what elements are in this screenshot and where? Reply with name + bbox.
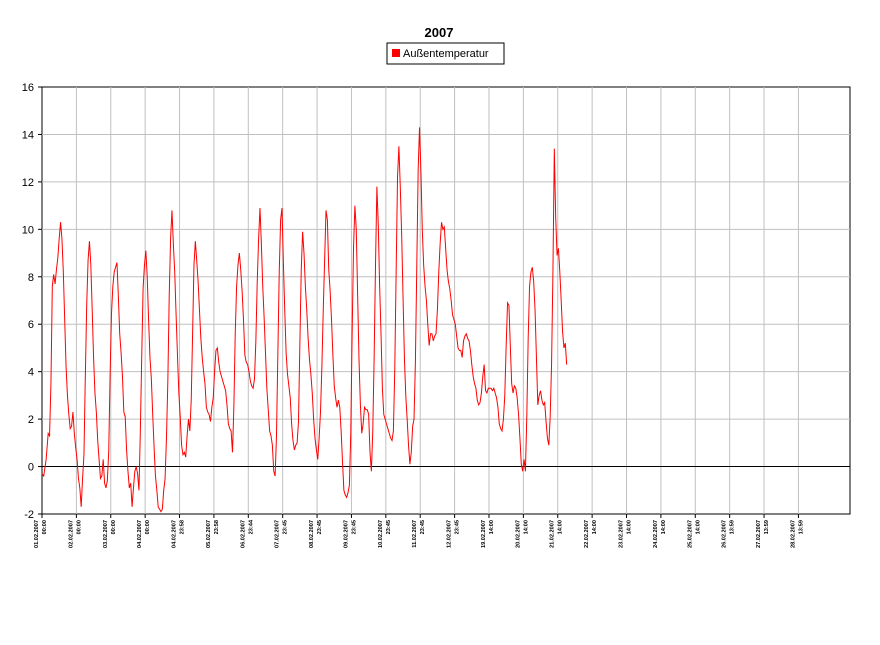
x-tick-label: 03.02.2007 00:00 [103,520,117,548]
x-tick-time: 14:00 [627,520,633,534]
x-tick-time: 14:00 [592,520,598,534]
x-tick-date: 03.02.2007 [103,520,109,548]
grid [42,87,850,514]
legend-swatch [392,49,400,57]
x-tick-label: 23.02.2007 14:00 [619,520,633,548]
legend: Außentemperatur [386,42,505,65]
x-tick-time: 23:45 [386,520,392,534]
x-tick-label: 11.02.2007 23:45 [412,520,426,548]
x-tick-time: 13:59 [764,520,770,534]
x-tick-label: 06.02.2007 23:44 [240,519,254,548]
x-tick-time: 14:00 [661,520,667,534]
y-tick-label: 14 [22,129,34,141]
x-tick-label: 05.02.2007 23:58 [206,520,220,548]
plot-area [41,86,851,515]
x-tick-label: 24.02.2007 14:00 [653,520,667,548]
x-tick-date: 21.02.2007 [550,520,556,548]
y-tick-label: 0 [28,462,34,474]
x-tick-label: 04.02.2007 23:58 [172,520,186,548]
x-tick-label: 09.02.2007 23:45 [343,520,357,548]
y-tick-label: 12 [22,177,34,189]
x-tick-date: 08.02.2007 [309,520,315,548]
x-tick-time: 13:59 [730,520,736,534]
x-tick-label: 27.02.2007 13:59 [756,520,770,548]
x-tick-time: 14:00 [489,520,495,534]
x-tick-label: 01.02.2007 00:00 [34,520,48,548]
x-tick-label: 12.02.2007 23:45 [447,520,461,548]
x-tick-time: 23:58 [180,520,186,534]
x-tick-label: 02.02.2007 00:00 [68,520,82,548]
x-tick-time: 00:00 [111,520,117,534]
x-tick-time: 23:58 [214,520,220,534]
legend-label: Außentemperatur [403,48,489,60]
x-tick-date: 11.02.2007 [412,520,418,548]
x-tick-time: 00:00 [76,520,82,534]
x-tick-time: 14:00 [523,520,529,534]
x-tick-time: 00:00 [145,520,151,534]
x-tick-date: 24.02.2007 [653,520,659,548]
x-tick-date: 20.02.2007 [515,520,521,548]
x-tick-date: 04.02.2007 [172,520,178,548]
x-tick-label: 19.02.2007 14:00 [481,520,495,548]
x-tick-date: 23.02.2007 [619,520,625,548]
x-tick-label: 20.02.2007 14:00 [515,520,529,548]
x-tick-label: 22.02.2007 14:00 [584,520,598,548]
x-tick-time: 23:45 [455,520,461,534]
y-tick-label: 2 [28,414,34,426]
y-tick-label: 16 [22,82,34,94]
x-tick-label: 21.02.2007 14:00 [550,520,564,548]
x-tick-date: 19.02.2007 [481,520,487,548]
y-tick-label: 10 [22,224,34,236]
x-tick-date: 04.02.2007 [137,520,143,548]
x-tick-date: 25.02.2007 [687,520,693,548]
x-tick-date: 22.02.2007 [584,520,590,548]
series-line-aussentemperatur [41,127,568,513]
y-tick-label: 8 [28,272,34,284]
x-axis: 01.02.2007 00:00 02.02.2007 00:00 03.02.2007… [34,514,804,548]
x-tick-date: 27.02.2007 [756,520,762,548]
x-tick-time: 23:45 [283,520,289,534]
x-tick-time: 23:44 [248,519,254,534]
x-tick-time: 14:00 [558,520,564,534]
x-tick-date: 07.02.2007 [275,520,281,548]
x-tick-time: 23:45 [351,520,357,534]
x-tick-date: 01.02.2007 [34,520,40,548]
y-axis: -2 0 2 4 6 8 10 12 14 16 [22,82,42,521]
x-tick-time: 13:59 [798,520,804,534]
x-tick-label: 26.02.2007 13:59 [722,520,736,548]
chart-title: 2007 [425,25,454,40]
x-tick-label: 07.02.2007 23:45 [275,520,289,548]
x-tick-label: 28.02.2007 13:59 [790,520,804,548]
x-tick-date: 10.02.2007 [378,520,384,548]
x-tick-date: 02.02.2007 [68,520,74,548]
x-tick-time: 23:45 [317,520,323,534]
y-tick-label: 4 [28,367,34,379]
legend-box [386,42,505,65]
x-tick-time: 14:00 [695,520,701,534]
x-tick-label: 04.02.2007 00:00 [137,520,151,548]
x-tick-label: 25.02.2007 14:00 [687,520,701,548]
x-tick-date: 09.02.2007 [343,520,349,548]
x-tick-date: 28.02.2007 [790,520,796,548]
x-tick-date: 05.02.2007 [206,520,212,548]
y-tick-label: 6 [28,319,34,331]
x-tick-date: 26.02.2007 [722,520,728,548]
x-tick-label: 10.02.2007 23:45 [378,520,392,548]
x-tick-time: 00:00 [42,520,48,534]
y-tick-label: -2 [24,509,34,521]
x-tick-label: 08.02.2007 23:45 [309,520,323,548]
x-tick-time: 23:45 [420,520,426,534]
x-tick-date: 12.02.2007 [447,520,453,548]
x-tick-date: 06.02.2007 [240,520,246,548]
